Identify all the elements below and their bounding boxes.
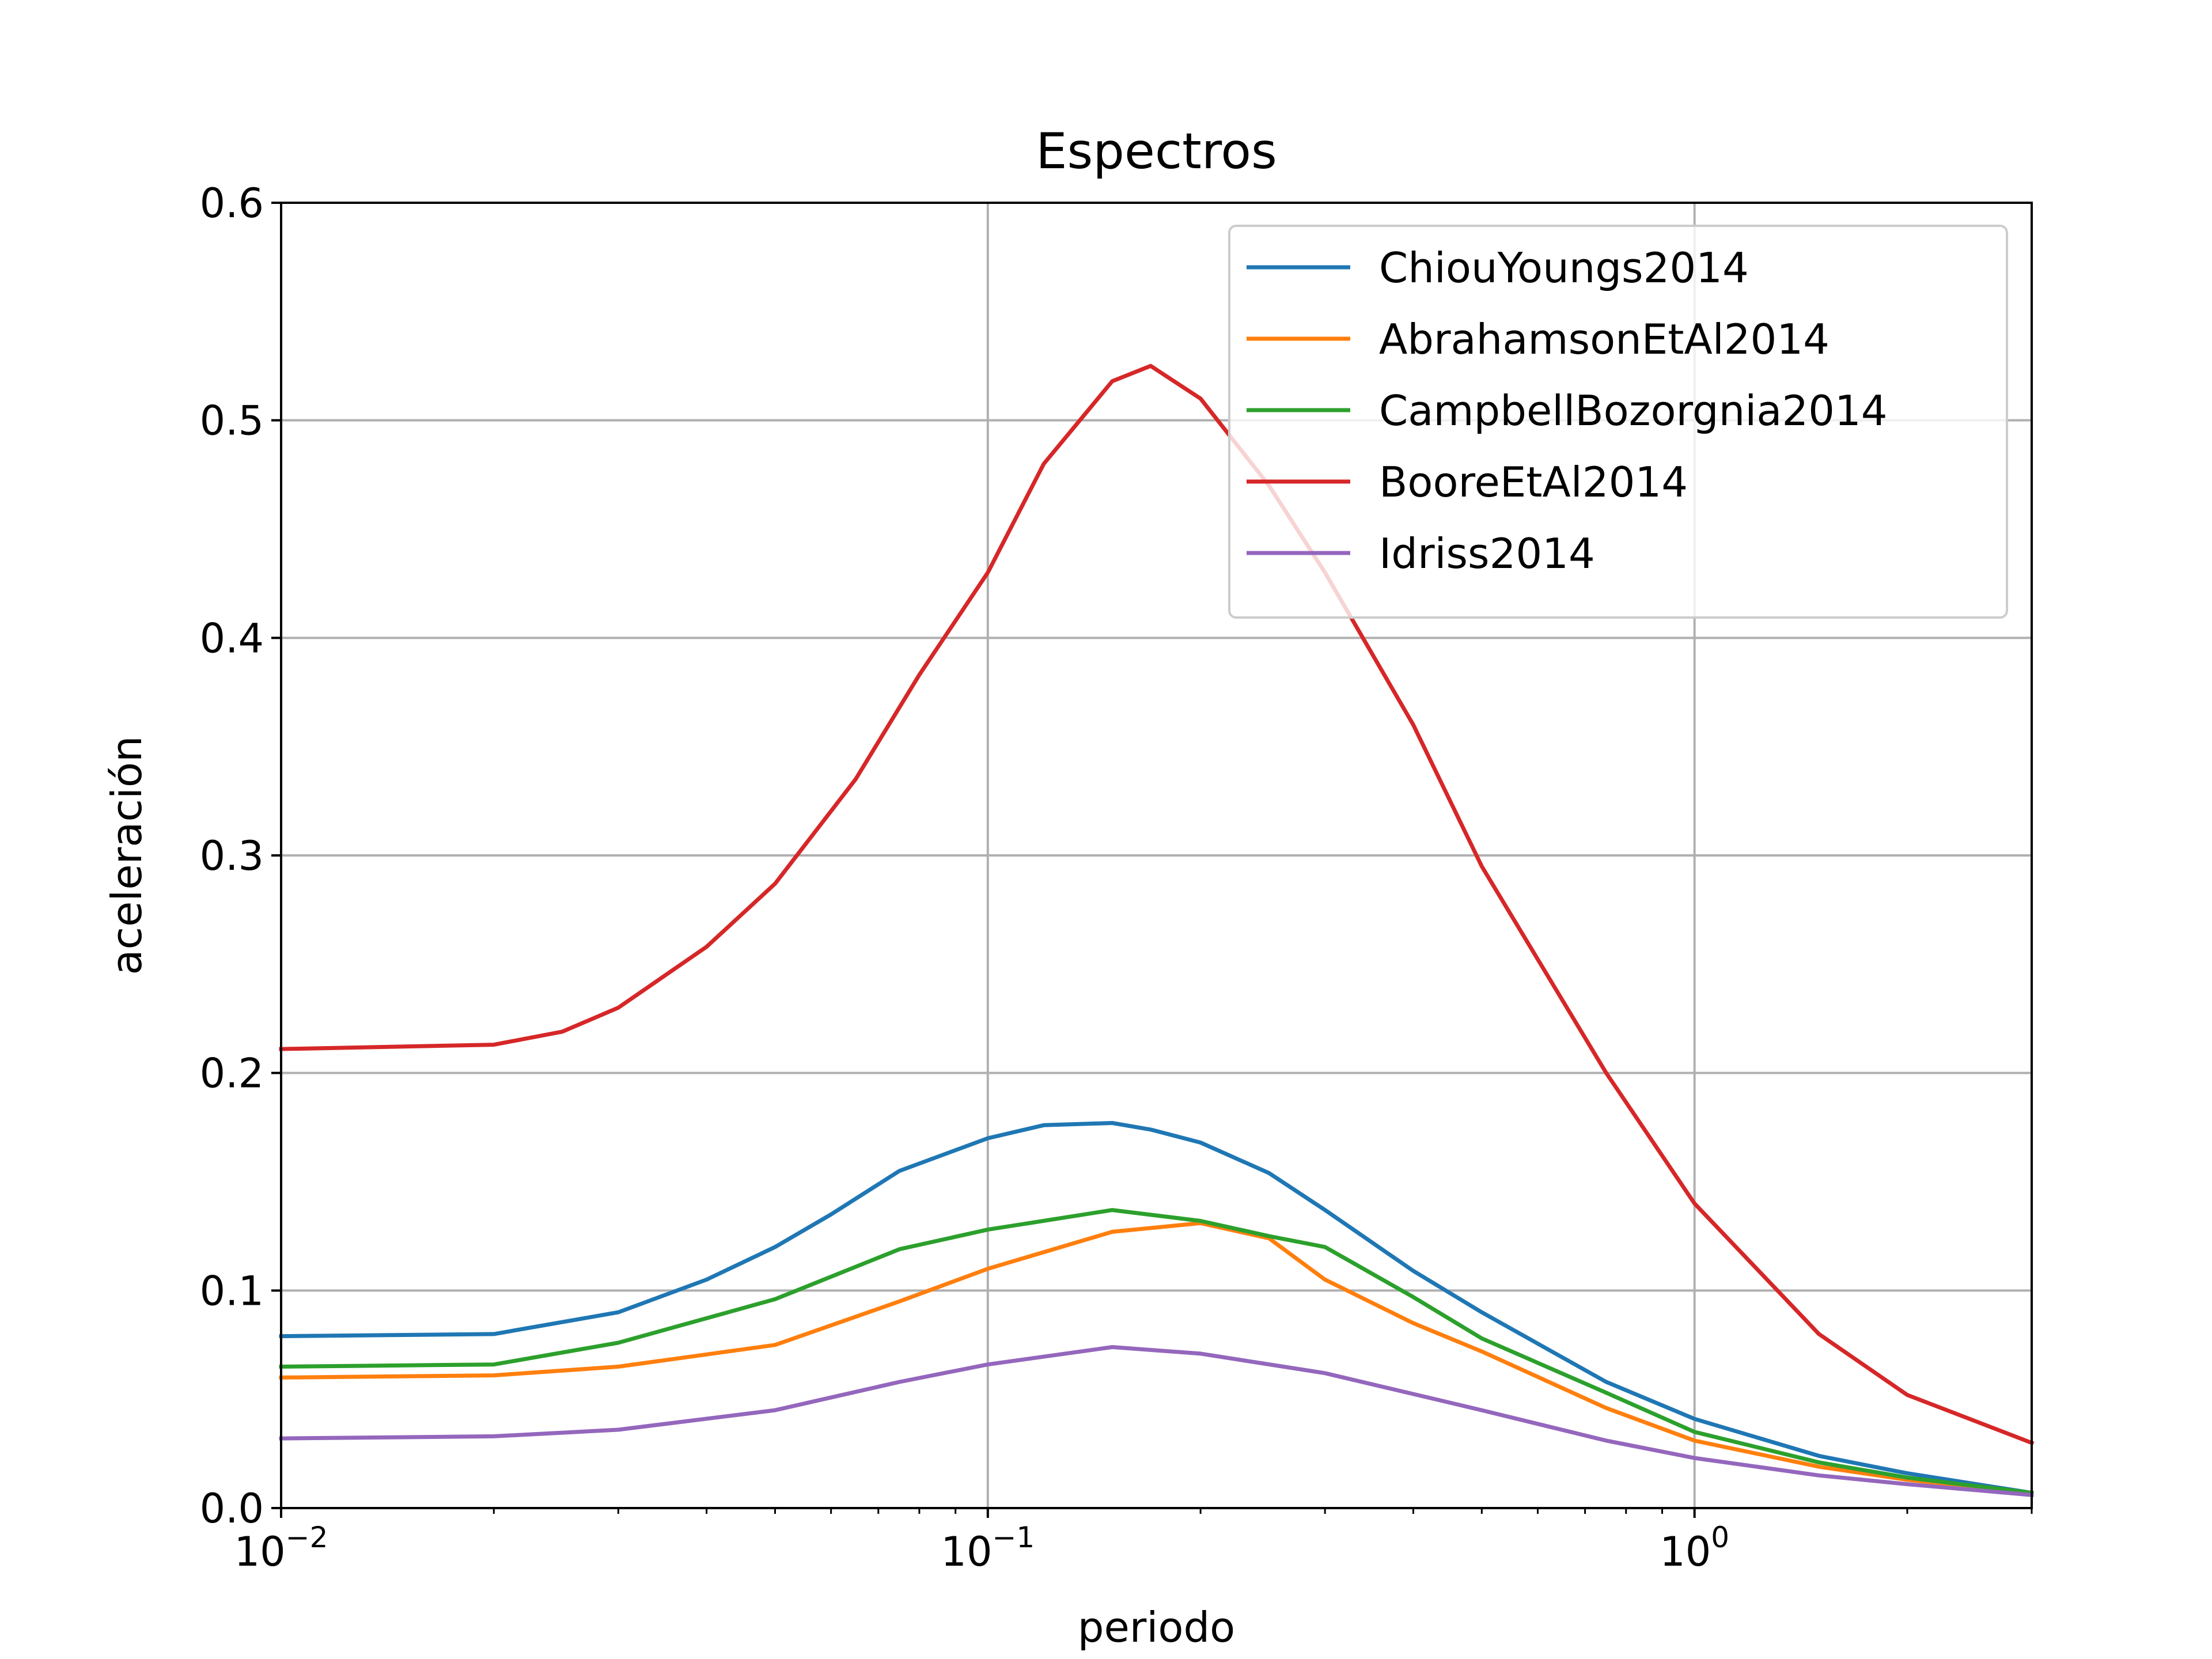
legend-label: AbrahamsonEtAl2014 [1379, 315, 1830, 363]
series-line-CampbellBozorgnia2014 [279, 1208, 2034, 1495]
y-tick-label: 0.1 [200, 1267, 264, 1315]
x-tick-base: 10 [941, 1528, 992, 1575]
series-line-ChiouYoungs2014 [279, 1121, 2035, 1495]
x-axis-label: periodo [1078, 1603, 1235, 1652]
x-tick-exponent: 0 [1711, 1521, 1729, 1554]
legend-frame [1228, 225, 2008, 619]
series-line-AbrahamsonEtAl2014 [279, 1221, 2034, 1495]
x-tick-exponent: −2 [286, 1521, 328, 1554]
x-tick-label: 10−1 [941, 1521, 1035, 1575]
y-tick-label: 0.0 [200, 1485, 264, 1532]
y-tick-label: 0.5 [200, 397, 264, 445]
x-tick-base: 10 [1660, 1528, 1711, 1575]
x-tick-label: 10−2 [234, 1521, 328, 1575]
legend: ChiouYoungs2014 AbrahamsonEtAl2014 Campbel… [1228, 225, 2008, 619]
legend-label: ChiouYoungs2014 [1379, 244, 1749, 292]
axis-ticks: 0.00.10.20.30.40.50.610−2 10−1 100 [200, 180, 2033, 1575]
series-line-Idriss2014 [279, 1345, 2034, 1498]
y-tick-label: 0.2 [200, 1050, 264, 1097]
y-axis-label: aceleración [103, 736, 151, 975]
y-tick-label: 0.4 [200, 615, 264, 662]
y-tick-label: 0.6 [200, 180, 264, 227]
x-tick-label: 100 [1660, 1521, 1729, 1575]
legend-label: Idriss2014 [1379, 529, 1595, 578]
chart-title: Espectros [1036, 123, 1277, 180]
legend-label: BooreEtAl2014 [1379, 458, 1688, 506]
series-layer [279, 363, 2035, 1498]
legend-label: CampbellBozorgnia2014 [1379, 387, 1888, 435]
series-line-BooreEtAl2014 [279, 363, 2035, 1446]
x-tick-exponent: −1 [993, 1521, 1035, 1554]
x-tick-base: 10 [234, 1528, 286, 1575]
y-tick-label: 0.3 [200, 832, 264, 880]
